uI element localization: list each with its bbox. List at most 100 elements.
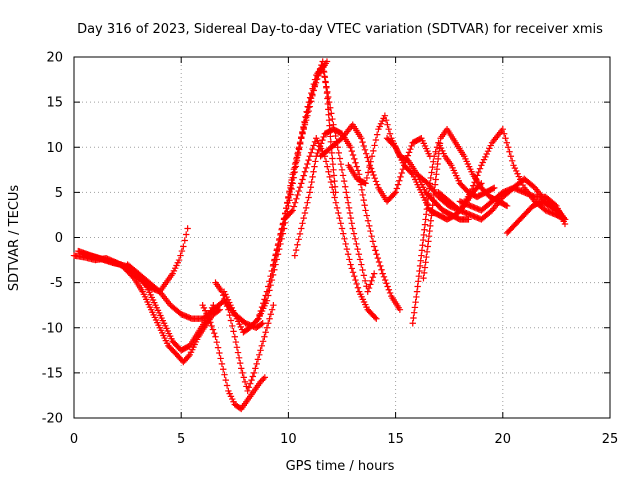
y-axis-label: SDTVAR / TECUs <box>7 185 22 292</box>
data-point <box>317 140 325 147</box>
data-point <box>301 118 308 126</box>
data-point <box>415 278 422 285</box>
data-point <box>255 315 262 322</box>
data-point <box>223 382 231 389</box>
data-point <box>254 356 262 363</box>
data-point <box>416 267 423 275</box>
data-point <box>289 174 296 181</box>
data-point <box>260 300 267 307</box>
data-point <box>370 147 377 155</box>
data-point <box>277 230 284 237</box>
data-point <box>503 202 511 210</box>
data-point <box>295 236 302 243</box>
data-point <box>307 149 315 156</box>
data-point <box>216 349 223 357</box>
data-point <box>362 180 369 187</box>
data-point <box>239 369 246 377</box>
data-point <box>184 225 191 232</box>
data-point <box>327 178 335 186</box>
data-point <box>276 235 283 242</box>
data-point <box>304 103 311 110</box>
data-point <box>367 158 374 165</box>
data-point <box>343 189 350 196</box>
data-point <box>420 231 427 239</box>
data-point <box>433 165 441 173</box>
data-point <box>311 76 319 83</box>
data-point <box>432 176 439 183</box>
data-point <box>279 220 287 227</box>
series-2 <box>75 247 223 366</box>
data-point <box>325 98 333 106</box>
data-point <box>342 183 349 190</box>
axis-ticks <box>73 56 611 419</box>
data-point <box>329 160 337 168</box>
data-point <box>427 217 435 224</box>
data-point <box>405 149 413 156</box>
y-tick-label: -10 <box>42 321 63 336</box>
data-point <box>241 378 249 386</box>
data-point <box>320 133 327 141</box>
data-point <box>227 317 235 324</box>
y-tick-label: 15 <box>46 96 63 111</box>
data-point <box>381 276 389 284</box>
data-point <box>257 347 264 354</box>
data-point <box>222 376 229 384</box>
data-point <box>409 320 416 327</box>
data-point <box>373 131 381 138</box>
data-point <box>226 311 233 319</box>
data-point <box>311 81 319 89</box>
data-point <box>309 145 316 153</box>
data-point <box>320 67 327 75</box>
data-point <box>364 217 372 224</box>
data-point <box>308 178 315 186</box>
y-tick-label: -15 <box>42 366 63 381</box>
data-point <box>245 384 253 391</box>
data-point <box>415 272 423 280</box>
data-point <box>508 157 516 164</box>
data-point <box>360 196 367 204</box>
x-tick-label: 15 <box>387 432 404 447</box>
data-point <box>289 207 296 214</box>
data-point <box>433 171 440 178</box>
data-point <box>261 374 269 381</box>
data-point <box>253 360 260 368</box>
data-point <box>249 373 257 380</box>
data-point <box>355 251 363 258</box>
data-point <box>209 326 217 333</box>
data-point <box>324 163 331 170</box>
data-point <box>359 138 366 146</box>
data-point <box>379 270 386 277</box>
data-point <box>325 93 332 101</box>
data-point <box>418 247 426 254</box>
data-point <box>328 184 336 191</box>
data-point <box>353 240 360 248</box>
data-point <box>418 252 425 259</box>
data-point <box>290 169 297 176</box>
data-point <box>348 147 356 155</box>
data-point <box>327 104 334 111</box>
data-point <box>346 256 353 263</box>
data-point <box>225 306 232 313</box>
data-point <box>312 158 319 165</box>
data-point <box>302 113 309 120</box>
data-point <box>396 306 404 313</box>
data-point <box>235 354 243 362</box>
data-point <box>267 272 274 280</box>
data-point <box>326 173 333 181</box>
data-point <box>348 220 356 227</box>
series-17 <box>413 126 569 223</box>
data-point <box>212 333 219 340</box>
data-point <box>483 150 490 158</box>
data-point <box>385 126 392 133</box>
data-point <box>506 148 513 155</box>
data-point <box>471 179 478 186</box>
data-point <box>372 247 379 254</box>
data-point <box>370 243 378 250</box>
data-point <box>504 144 512 151</box>
data-point <box>372 178 380 185</box>
data-point <box>384 283 391 290</box>
data-point <box>354 245 361 253</box>
data-point <box>291 164 299 171</box>
data-point <box>429 202 436 209</box>
